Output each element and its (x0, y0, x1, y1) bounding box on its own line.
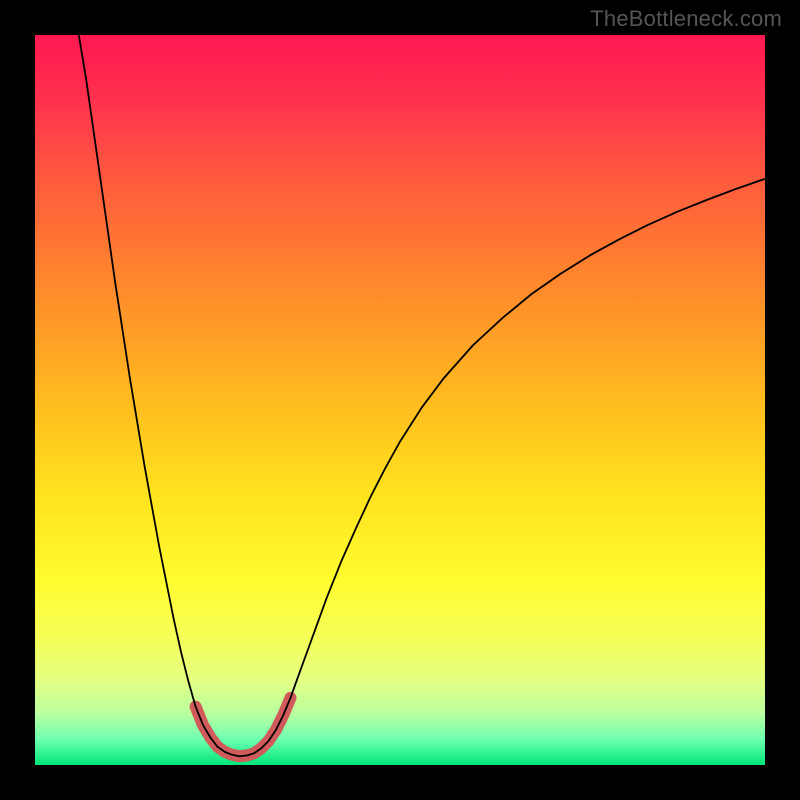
watermark-text: TheBottleneck.com (590, 6, 782, 32)
chart-frame: TheBottleneck.com (0, 0, 800, 800)
chart-plot-area (35, 35, 765, 765)
chart-background (35, 35, 765, 765)
chart-svg (35, 35, 765, 765)
